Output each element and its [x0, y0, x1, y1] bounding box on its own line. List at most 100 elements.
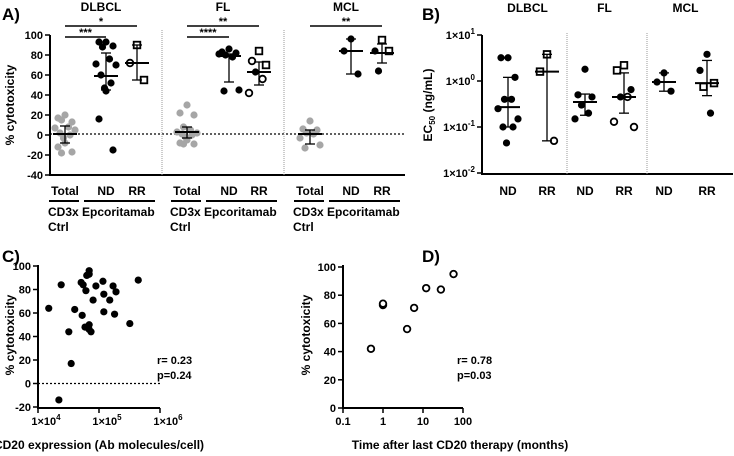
- ctrl-label-line2: Ctrl: [48, 220, 69, 234]
- data-point-open-circle: [244, 88, 254, 98]
- data-point-open-circle: [402, 324, 412, 334]
- y-tick-label: 100: [25, 30, 43, 42]
- data-point-open-square: [699, 82, 708, 91]
- data-point-filled: [696, 66, 704, 74]
- data-point-grey: [190, 111, 198, 119]
- y-tick-label: 1×10-1: [443, 119, 475, 134]
- data-point-filled: [235, 86, 243, 94]
- panel-c: 100 80 60 40 20 0 -201×104 1×105 1×106 % cytotoxi…: [0, 261, 204, 452]
- y-tick-label: 1×101: [446, 27, 476, 42]
- data-point-filled: [82, 287, 90, 295]
- data-point-filled: [225, 45, 233, 53]
- data-point-filled: [45, 304, 53, 312]
- data-point-filled: [98, 43, 107, 51]
- data-point-filled: [511, 73, 519, 81]
- data-point-filled: [588, 93, 596, 101]
- x-tick-label: 1×104: [31, 413, 61, 428]
- data-point-filled: [110, 310, 119, 318]
- data-point-filled: [79, 281, 87, 289]
- x-category-label: RR: [698, 184, 716, 198]
- data-point-filled: [102, 87, 110, 95]
- x-category-label: RR: [615, 184, 633, 198]
- data-point-open-circle: [609, 117, 619, 126]
- x-category-label: Total: [296, 184, 324, 198]
- data-point-filled: [109, 146, 117, 154]
- significance-label: ***: [79, 27, 93, 39]
- data-point-filled: [85, 267, 93, 275]
- data-point-grey: [68, 118, 76, 126]
- data-point-filled: [112, 288, 120, 296]
- y-tick-label: 60: [31, 70, 43, 82]
- data-point-open-circle: [378, 299, 388, 308]
- data-point-open-square: [384, 46, 394, 56]
- ctrl-label-line1: CD3x: [48, 205, 79, 219]
- data-point-open-circle: [449, 269, 458, 279]
- x-category-label: ND: [499, 184, 517, 198]
- data-point-filled: [100, 290, 108, 298]
- data-point-grey: [64, 123, 73, 131]
- data-point-grey: [296, 134, 304, 142]
- significance-label: ****: [199, 27, 217, 39]
- data-point-grey: [301, 144, 309, 152]
- data-point-filled: [497, 54, 505, 62]
- y-tick-label: 0: [330, 403, 336, 415]
- y-tick-label: 60: [324, 318, 336, 330]
- x-tick-label: 1×105: [92, 413, 122, 428]
- y-tick-label: -20: [27, 150, 43, 162]
- x-tick-label: 1: [380, 416, 386, 428]
- y-tick-label: -20: [15, 402, 31, 414]
- x-category-label: RR: [538, 184, 556, 198]
- p-value: p=0.03: [457, 370, 492, 382]
- x-axis-label: Time after last CD20 therapy (months): [352, 438, 569, 452]
- x-category-label: ND: [576, 184, 594, 198]
- data-point-filled: [109, 282, 117, 290]
- data-point-open-circle: [409, 303, 419, 313]
- data-point-open-circle: [436, 285, 446, 294]
- data-point-filled: [95, 38, 103, 46]
- data-point-filled: [89, 296, 97, 304]
- data-point-open-circle: [366, 344, 376, 353]
- group-title: MCL: [333, 0, 359, 14]
- data-point-filled: [71, 305, 79, 314]
- data-point-filled: [92, 60, 100, 68]
- y-tick-label: 40: [324, 347, 336, 359]
- data-point-filled: [65, 328, 73, 336]
- data-point-filled: [99, 277, 107, 285]
- data-point-grey: [183, 101, 191, 109]
- y-tick-label: 20: [324, 375, 336, 387]
- y-tick-label: 40: [19, 332, 31, 344]
- y-tick-label: 0: [37, 130, 43, 142]
- data-point-filled: [703, 50, 711, 58]
- panel-label-b: B): [422, 5, 440, 24]
- data-point-grey: [68, 148, 76, 156]
- data-point-filled: [57, 281, 65, 289]
- data-point-grey: [190, 140, 198, 148]
- x-category-label: ND: [220, 184, 238, 198]
- data-point-grey: [57, 116, 66, 124]
- group-title: MCL: [673, 1, 699, 15]
- data-point-filled: [571, 115, 579, 123]
- panel-label-d: D): [422, 247, 440, 266]
- x-tick-label: 1×106: [153, 413, 183, 428]
- data-point-filled: [581, 65, 589, 73]
- data-point-open-square: [254, 46, 264, 56]
- data-point-grey: [71, 126, 79, 134]
- data-point-open-circle: [421, 283, 431, 293]
- data-point-open-square: [377, 35, 387, 45]
- data-point-filled: [126, 319, 134, 328]
- data-point-filled: [95, 115, 103, 123]
- data-point-filled: [87, 328, 95, 336]
- y-axis-label: EC50 (ng/mL): [421, 69, 437, 142]
- y-tick-label: 20: [19, 355, 31, 367]
- data-point-filled: [514, 115, 522, 123]
- data-point-grey: [188, 131, 196, 139]
- data-point-filled: [55, 396, 63, 404]
- y-tick-label: -40: [27, 170, 43, 182]
- data-point-filled: [106, 296, 114, 304]
- p-value: p=0.24: [157, 370, 192, 382]
- x-category-label: RR: [250, 184, 268, 198]
- y-axis-label: % cytotoxicity: [3, 64, 17, 145]
- correlation-r: r= 0.78: [457, 355, 492, 367]
- data-point-open-square: [261, 60, 271, 70]
- data-point-grey: [54, 143, 62, 151]
